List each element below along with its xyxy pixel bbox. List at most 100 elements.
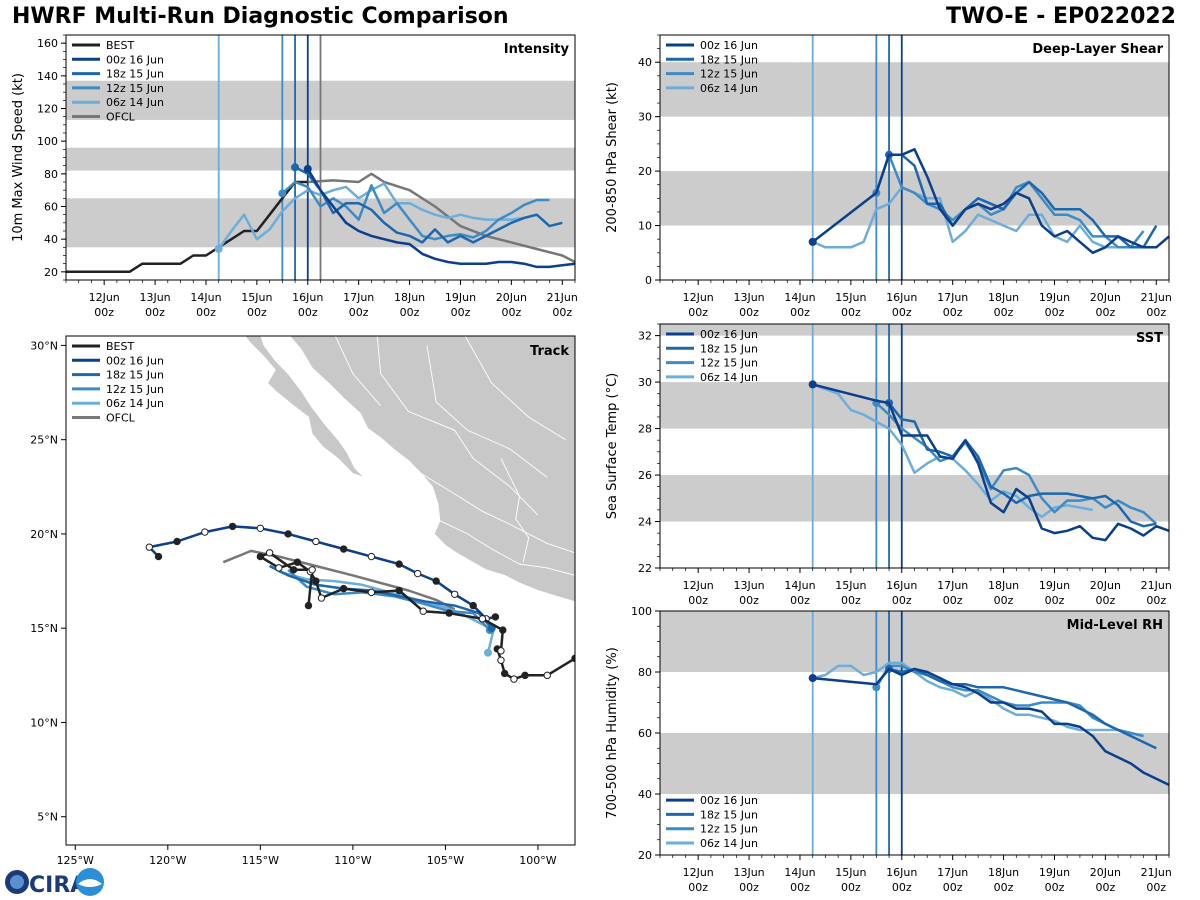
track-point-best [339, 584, 348, 593]
track-ytick-label-3: 20°N [30, 528, 58, 541]
rh-xtick-hour-3: 00z [841, 881, 861, 894]
shear-legend-label-12z-15-jun: 12z 15 Jun [700, 68, 758, 81]
rh-xtick-hour-9: 00z [1146, 881, 1166, 894]
intensity-series-00z-16-jun [306, 168, 576, 269]
sst-xtick-date-8: 20Jun [1090, 579, 1121, 592]
shear-xtick-hour-2: 00z [790, 306, 810, 319]
track-point-best [289, 566, 298, 574]
track-point-best [275, 564, 283, 572]
track-series-ofcl [222, 549, 456, 611]
rh-series-18z-15-jun [888, 667, 1157, 750]
shear-start-point-00z-16-jun [808, 237, 817, 246]
rh-start-point-00z-16-jun [808, 674, 817, 683]
shear-xtick-date-1: 13Jun [733, 291, 764, 304]
intensity-legend-label-ofcl: OFCL [106, 111, 136, 124]
track-point-best [367, 588, 376, 597]
sst-xtick-date-4: 16Jun [886, 579, 917, 592]
intensity-ytick-label-20: 20 [44, 266, 58, 279]
intensity-series-best [66, 180, 308, 274]
track-point-best [497, 647, 505, 655]
state-border-6 [334, 336, 382, 407]
shear-xtick-date-4: 16Jun [886, 291, 917, 304]
intensity-xtick-date-0: 12Jun [89, 291, 120, 304]
shear-legend-label-00z-16-jun: 00z 16 Jun [700, 39, 758, 52]
track-point-best [445, 609, 453, 617]
shear-xtick-hour-1: 00z [739, 306, 759, 319]
track-point-best [500, 669, 509, 678]
sst-xtick-hour-9: 00z [1146, 594, 1166, 607]
rh-ytick-label-100: 100 [631, 605, 652, 618]
intensity-legend-label-00z-16-jun: 00z 16 Jun [106, 53, 164, 66]
sst-series-12z-15-jun [875, 402, 1158, 525]
shear-series-18z-15-jun [889, 153, 1158, 249]
sst-xtick-date-1: 13Jun [733, 579, 764, 592]
shear-xtick-date-2: 14Jun [784, 291, 815, 304]
sst-xtick-date-3: 15Jun [835, 579, 866, 592]
track-point-best [497, 656, 505, 664]
track-legend-label-ofcl: OFCL [106, 412, 136, 425]
intensity-ytick-label-140: 140 [37, 70, 58, 83]
track-point-00z-16-jun [367, 552, 376, 561]
track-ytick-label-5: 30°N [30, 339, 58, 352]
rh-legend-label-06z-14-jun: 06z 14 Jun [700, 837, 758, 850]
mexico-mainland-land [289, 336, 575, 603]
intensity-xtick-date-7: 19Jun [445, 291, 476, 304]
rh-xtick-date-4: 16Jun [886, 866, 917, 879]
track-legend-label-18z-15-jun: 18z 15 Jun [106, 369, 164, 382]
sst-series-18z-15-jun [888, 402, 1157, 528]
intensity-xtick-hour-4: 00z [298, 306, 318, 319]
track-point-best [510, 675, 518, 683]
state-border-3 [421, 473, 575, 554]
shear-ytick-label-10: 10 [638, 220, 652, 233]
rh-legend-label-18z-15-jun: 18z 15 Jun [700, 808, 758, 821]
sst-xtick-date-5: 17Jun [937, 579, 968, 592]
rh-xtick-date-1: 13Jun [733, 866, 764, 879]
intensity-legend-label-18z-15-jun: 18z 15 Jun [106, 68, 164, 81]
track-point-00z-16-jun [284, 530, 292, 538]
shear-ytick-label-20: 20 [638, 165, 652, 178]
rh-legend-label-00z-16-jun: 00z 16 Jun [700, 794, 758, 807]
track-point-00z-16-jun [469, 601, 477, 610]
sst-ylabel: Sea Surface Temp (°C) [605, 373, 620, 520]
rh-band-0 [660, 733, 1169, 794]
track-map-layer [145, 336, 575, 683]
state-border-0 [376, 336, 539, 516]
track-point-00z-16-jun [312, 537, 320, 546]
track-point-best [543, 671, 551, 680]
shear-xtick-hour-7: 00z [1045, 306, 1065, 319]
track-xtick-label-3: 110°W [334, 854, 371, 867]
intensity-series-06z-14-jun [217, 182, 538, 250]
track-ytick-label-1: 10°N [30, 716, 58, 729]
track-xtick-label-4: 105°W [427, 854, 464, 867]
sst-xtick-hour-1: 00z [739, 594, 759, 607]
intensity-xtick-date-9: 21Jun [547, 291, 578, 304]
intensity-series-ofcl [307, 172, 576, 264]
track-title: Track [530, 344, 569, 359]
track-point-best [395, 586, 403, 595]
shear-xtick-hour-4: 00z [892, 306, 912, 319]
rh-xtick-date-9: 21Jun [1141, 866, 1172, 879]
rh-xtick-date-8: 20Jun [1090, 866, 1121, 879]
shear-xtick-hour-6: 00z [994, 306, 1014, 319]
sst-xtick-date-9: 21Jun [1141, 579, 1172, 592]
rh-ytick-label-80: 80 [638, 666, 652, 679]
sst-xtick-date-6: 18Jun [988, 579, 1019, 592]
sst-xtick-hour-4: 00z [892, 594, 912, 607]
rh-ytick-label-60: 60 [638, 727, 652, 740]
shear-xtick-date-6: 18Jun [988, 291, 1019, 304]
rh-xtick-date-3: 15Jun [835, 866, 866, 879]
baja-california-land [244, 336, 365, 478]
track-point-00z-16-jun [256, 524, 265, 532]
intensity-legend-label-06z-14-jun: 06z 14 Jun [106, 96, 164, 109]
intensity-xtick-hour-9: 00z [552, 306, 572, 319]
main-title: HWRF Multi-Run Diagnostic Comparison [12, 4, 509, 29]
track-point-best [499, 626, 507, 634]
intensity-xtick-hour-5: 00z [349, 306, 369, 319]
rh-legend-label-12z-15-jun: 12z 15 Jun [700, 823, 758, 836]
intensity-xtick-date-8: 20Jun [496, 291, 527, 304]
shear-series-06z-14-jun [812, 186, 1131, 249]
intensity-series-18z-15-jun [294, 166, 563, 244]
sst-series-00z-16-jun [812, 383, 1170, 542]
rh-ylabel: 700-500 hPa Humidity (%) [605, 647, 620, 819]
